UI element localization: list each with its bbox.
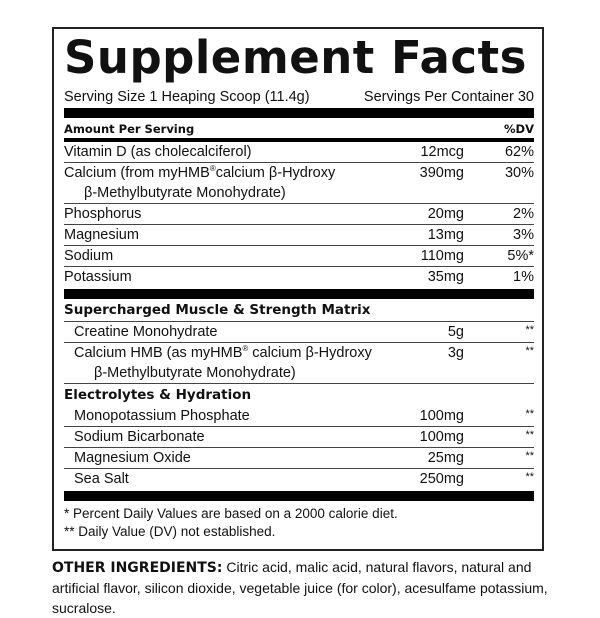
footnotes: * Percent Daily Values are based on a 20… bbox=[64, 505, 534, 541]
amount-header: Amount Per Serving bbox=[64, 122, 195, 136]
ingredient-row: Magnesium Oxide 25mg ** bbox=[64, 448, 534, 469]
divider-medium bbox=[64, 138, 534, 142]
divider-thick bbox=[64, 108, 534, 118]
serving-info: Serving Size 1 Heaping Scoop (11.4g) Ser… bbox=[64, 86, 534, 108]
ingredient-row: Monopotassium Phosphate 100mg ** bbox=[64, 406, 534, 427]
other-ingredients-label: OTHER INGREDIENTS: bbox=[52, 560, 223, 576]
ingredient-row: Sodium Bicarbonate 100mg ** bbox=[64, 427, 534, 448]
nutrient-list: Vitamin D (as cholecalciferol) 12mcg 62% C… bbox=[64, 142, 534, 287]
ingredient-row: Creatine Monohydrate 5g ** bbox=[64, 322, 534, 343]
servings-per-container: Servings Per Container 30 bbox=[363, 89, 534, 105]
nutrient-row: Vitamin D (as cholecalciferol) 12mcg 62% bbox=[64, 142, 534, 163]
electrolytes-list: Monopotassium Phosphate 100mg ** Sodium Bi… bbox=[64, 406, 534, 489]
section-title-electrolytes: Electrolytes & Hydration bbox=[64, 387, 252, 403]
nutrient-row: Magnesium 13mg 3% bbox=[64, 225, 534, 246]
ingredient-row: Sea Salt 250mg ** bbox=[74, 471, 534, 487]
section-title-matrix: Supercharged Muscle & Strength Matrix bbox=[64, 299, 534, 322]
divider-thick bbox=[64, 289, 534, 299]
nutrient-row: Potassium 35mg 1% bbox=[64, 269, 534, 285]
footnote: ** Daily Value (DV) not established. bbox=[64, 524, 276, 539]
nutrient-row: Calcium (from myHMB®calcium β-Hydroxy β-M… bbox=[64, 163, 534, 204]
other-ingredients: OTHER INGREDIENTS: Citric acid, malic ac… bbox=[52, 557, 552, 618]
nutrient-row: Sodium 110mg 5%* bbox=[64, 246, 534, 267]
serving-size: Serving Size 1 Heaping Scoop (11.4g) bbox=[64, 89, 310, 105]
divider-thick bbox=[64, 491, 534, 501]
matrix-list: Creatine Monohydrate 5g ** Calcium HMB (as… bbox=[64, 322, 534, 384]
label-wrapper: Supplement Facts Serving Size 1 Heaping … bbox=[52, 27, 548, 618]
column-header: Amount Per Serving %DV bbox=[64, 118, 534, 138]
ingredient-row: Calcium HMB (as myHMB® calcium β-Hydroxy… bbox=[64, 343, 534, 384]
footnote: * Percent Daily Values are based on a 20… bbox=[64, 506, 398, 521]
panel-title: Supplement Facts bbox=[64, 32, 527, 84]
dv-header: %DV bbox=[504, 122, 534, 136]
nutrient-row: Phosphorus 20mg 2% bbox=[64, 204, 534, 225]
supplement-facts-panel: Supplement Facts Serving Size 1 Heaping … bbox=[52, 27, 544, 551]
